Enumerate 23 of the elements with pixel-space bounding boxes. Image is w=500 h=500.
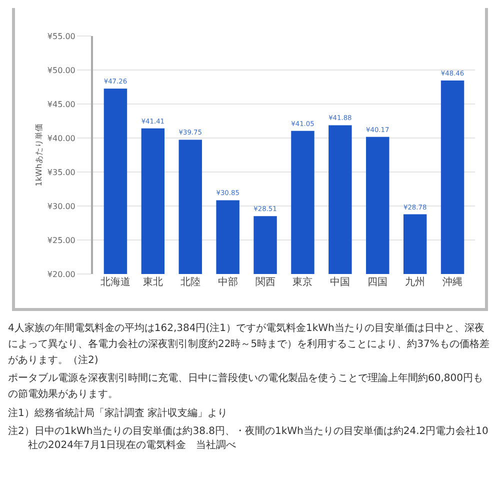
text: 4人家族の年間電気料金の平均は162,384円(注1）ですが電気料金1kWh当たりの目安単価は日中と、深夜によって異なり、各電力会社の深夜割引制度約22時～5時まで）を利用することにより、約37%もの価格差があります。（注2) [8, 322, 490, 368]
x-tick-label: 東京 [292, 276, 313, 288]
y-tick-label: ¥25.00 [47, 236, 76, 245]
y-tick-label: ¥40.00 [47, 134, 76, 143]
x-tick-label: 東北 [142, 276, 163, 288]
x-tick-label: 関西 [255, 277, 276, 288]
y-tick-label: ¥20.00 [47, 270, 76, 279]
y-axis-title: 1kWhあたり単価 [34, 124, 44, 186]
y-tick-label: ¥55.00 [47, 32, 76, 41]
text: 注1）総務省統計局「家計調査 家計収支編」より [8, 407, 229, 421]
y-tick-label: ¥45.00 [47, 100, 76, 109]
y-tick-label: ¥50.00 [47, 66, 76, 75]
x-tick-label: 沖縄 [442, 276, 463, 288]
y-tick-label: ¥35.00 [47, 168, 76, 177]
x-tick-label: 中国 [330, 276, 350, 288]
text: 注2）日中の1kWh当たりの目安単価は約38.8円、・夜間の1kWh当たりの目安単価は約24.2円電力会社10社の2024年7月1日現在の電気料金 当社調べ [8, 425, 490, 453]
x-tick-label: 四国 [368, 277, 388, 288]
x-tick-label: 九州 [405, 276, 426, 288]
text: ポータブル電源を深夜割引時間に充電、日中に普段使いの電化製品を使うことで理論上年間約60,800円もの節電効果があります。 [8, 372, 484, 402]
x-tick-label: 北海道 [100, 276, 130, 288]
y-tick-label: ¥30.00 [47, 202, 76, 211]
x-tick-label: 中部 [218, 276, 238, 288]
x-tick-label: 北陸 [180, 276, 200, 288]
